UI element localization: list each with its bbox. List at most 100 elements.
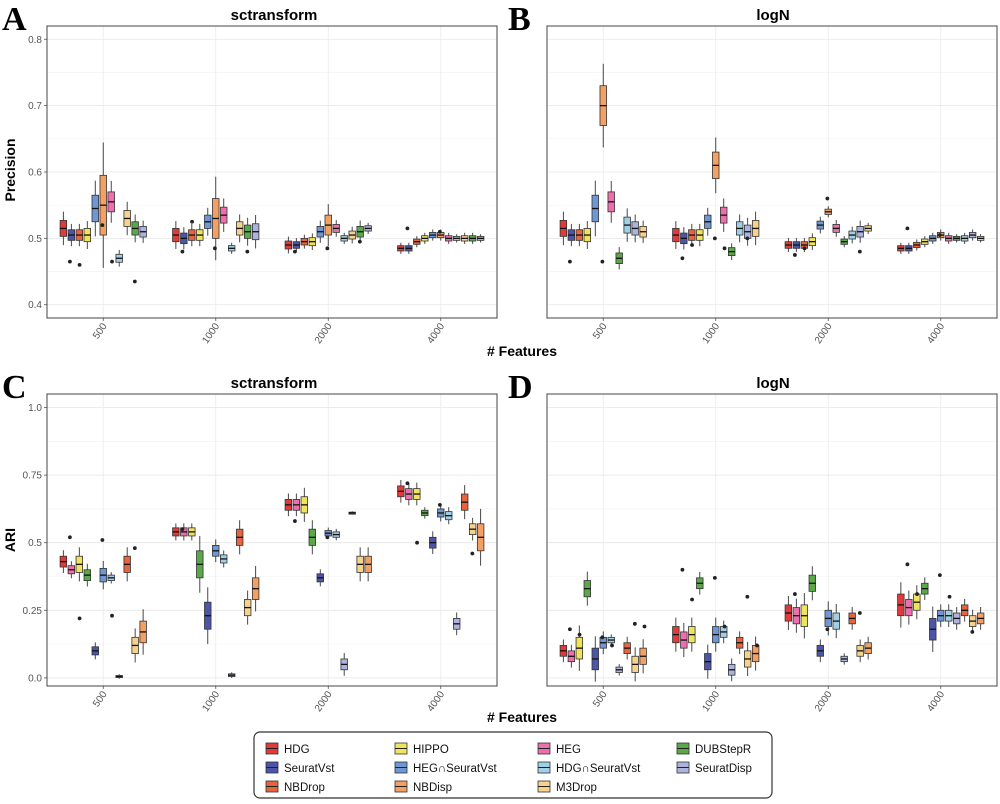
panel-d: 500 1000 2000 4000 [546,393,998,714]
y-tick-label: 0.5 [28,234,42,245]
outlier-point [690,597,694,602]
panel-letter-c: C [2,369,27,406]
legend: HDG HIPPO HEG DUBStepR SeuratVst HEG∩SeuratVs… [265,742,752,794]
outlier-point [745,594,750,599]
x-tick-label: 500 [591,689,610,709]
outlier-point [712,575,717,580]
outlier-point [610,643,614,648]
panel-a: 0.4 0.5 0.6 0.7 0.8 500 1000 2000 4000 [28,25,498,346]
outlier-point [905,226,910,231]
outlier-point [947,594,952,599]
outlier-point [690,243,694,247]
outlier-point [712,236,717,241]
panel-b-title: logN [756,7,789,24]
legend-item: HIPPO [394,742,449,756]
outlier-point [180,249,185,254]
outlier-point [577,632,582,637]
x-tick-label: 2000 [813,689,835,714]
outlier-point [600,259,605,264]
y-tick-label: 0.5 [28,538,42,549]
panel-letter-b: B [508,1,531,38]
outlier-point [793,253,797,257]
y-tick-label: 0.25 [23,606,43,617]
plot-area [47,394,497,686]
outlier-point [680,567,685,572]
outlier-point [905,562,910,567]
outlier-point [180,527,185,532]
outlier-point [212,246,217,251]
outlier-point [293,249,297,254]
legend-label: DUBStepR [695,744,751,756]
outlier-point [970,630,975,634]
legend-label: HDG [284,744,310,756]
outlier-point [680,256,685,261]
x-tick-label: 500 [591,321,610,341]
plot-border [546,25,998,319]
legend-label: HDG∩SeuratVst [556,763,641,775]
legend-label: NBDrop [284,782,325,794]
x-tick-label: 1000 [200,321,222,346]
legend-item: HDG [265,742,310,756]
panel-c-title: sctransform [231,375,318,392]
x-tick-label: 4000 [925,321,947,346]
panels-layer: 0.4 0.5 0.6 0.7 0.8 500 1000 2000 4000 500 1000 200… [23,25,998,714]
panel-a-ylabel: Precision [2,138,18,201]
legend-label: HEG [556,744,581,756]
panel-a-title: sctransform [231,7,318,24]
outlier-point [825,627,830,632]
outlier-point [100,223,105,227]
outlier-point [915,592,919,596]
outlier-point [857,611,862,615]
legend-label: HIPPO [413,744,449,756]
top-xlabel: # Features [487,343,557,359]
x-tick-label: 500 [91,689,110,709]
outlier-point [568,627,572,632]
x-tick-label: 4000 [425,689,447,714]
legend-item: M3Drop [537,780,597,794]
plot-area [547,394,997,686]
outlier-point [600,635,605,640]
x-tick-label: 2000 [313,321,335,346]
outlier-point [132,546,137,551]
x-tick-label: 1000 [700,689,722,714]
outlier-point [77,263,82,267]
legend-label: M3Drop [556,782,597,794]
outlier-point [937,573,942,578]
y-tick-label: 0.4 [28,300,42,311]
legend-label: HEG∩SeuratVst [413,763,497,775]
outlier-point [793,592,797,596]
legend-label: SeuratVst [284,763,335,775]
legend-frame [253,731,773,799]
outlier-point [132,279,137,284]
x-tick-label: 4000 [425,321,447,346]
x-tick-label: 500 [91,321,110,341]
outlier-point [190,219,194,224]
panel-letter-d: D [508,369,533,406]
outlier-point [110,259,114,264]
outlier-point [825,196,830,201]
y-tick-label: 0.0 [28,673,42,684]
y-tick-label: 0.75 [23,471,43,482]
outlier-point [245,249,250,254]
legend-label: SeuratDisp [695,763,752,775]
legend-item: HEG∩SeuratVst [394,761,497,775]
panel-b: 500 1000 2000 4000 [546,25,998,346]
outlier-point [405,481,410,486]
outlier-point [937,233,942,237]
y-tick-label: 0.6 [28,168,42,179]
outlier-point [470,551,475,556]
outlier-point [802,246,807,251]
outlier-point [857,249,862,254]
outlier-point [325,535,330,540]
outlier-point [357,239,362,244]
panel-c-ylabel: ARI [2,528,18,552]
outlier-point [68,259,72,264]
plot-border [546,393,998,687]
plot-border [46,393,498,687]
y-tick-label: 1.0 [28,403,42,414]
legend-item: DUBStepR [676,742,751,756]
outlier-point [405,226,410,231]
legend-label: NBDisp [413,782,452,794]
outlier-point [325,246,330,251]
y-tick-label: 0.7 [28,101,42,112]
